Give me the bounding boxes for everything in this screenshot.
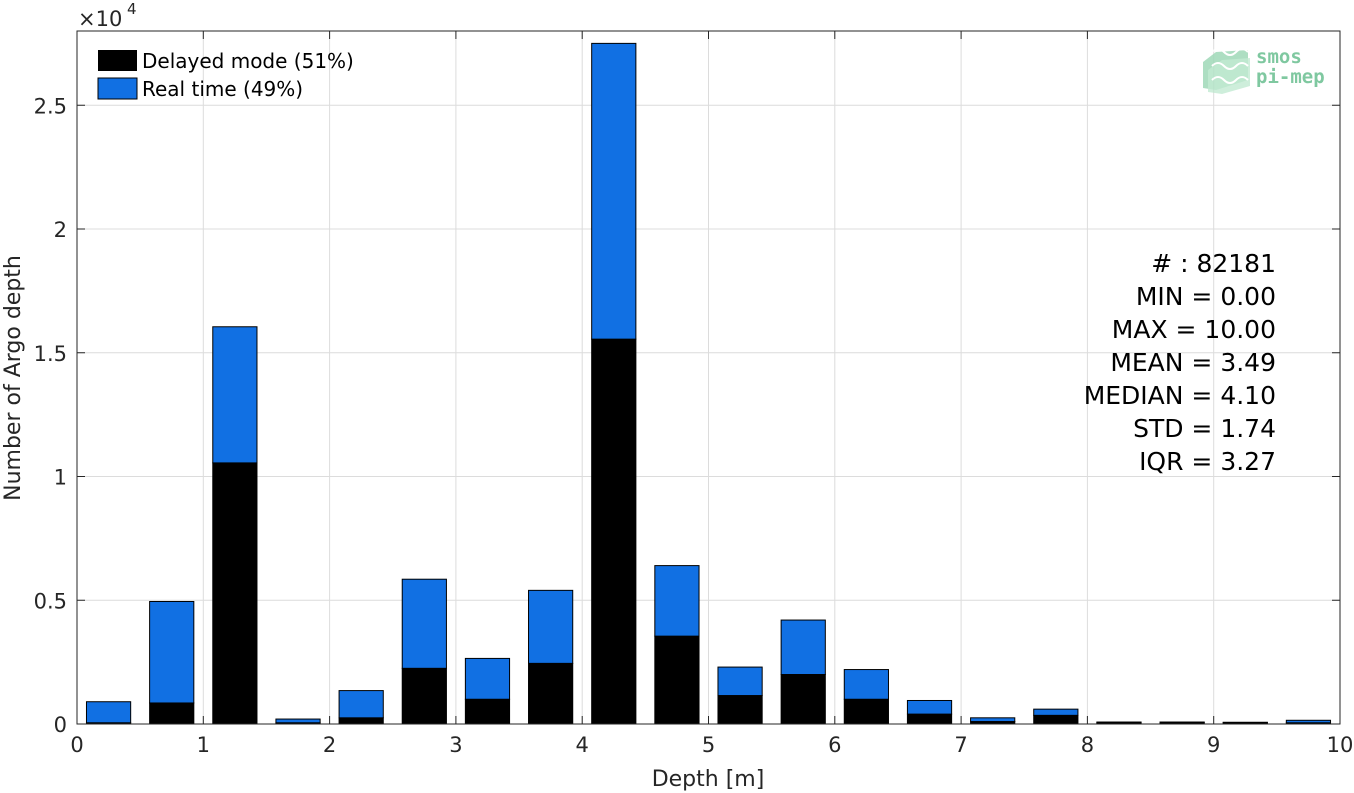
stat-min: MIN = 0.00 <box>1136 282 1276 311</box>
bar-real-time <box>1159 721 1205 724</box>
bar-real-time <box>528 589 574 664</box>
logo-wave-icon <box>1203 48 1250 94</box>
legend-label-realtime: Real time (49%) <box>142 77 303 101</box>
bar-delayed-mode <box>1033 714 1079 725</box>
x-tick-label: 1 <box>197 733 210 757</box>
legend: Delayed mode (51%) Real time (49%) <box>97 49 354 101</box>
y-tick-label: 2 <box>54 218 67 242</box>
x-tick-label: 6 <box>828 733 841 757</box>
bar-real-time <box>85 701 132 724</box>
x-tick-label: 3 <box>449 733 462 757</box>
bar-real-time <box>275 718 321 724</box>
bar-delayed-mode <box>338 717 384 725</box>
bar-real-time <box>591 42 637 340</box>
bar-real-time <box>401 578 447 669</box>
stat-mean: MEAN = 3.49 <box>1110 348 1276 377</box>
x-tick-label: 4 <box>576 733 589 757</box>
stat-iqr: IQR = 3.27 <box>1139 447 1276 476</box>
bar-delayed-mode <box>591 338 637 725</box>
stat-max: MAX = 10.00 <box>1112 315 1276 344</box>
y-axis-label: Number of Argo depth <box>1 255 26 501</box>
stat-std: STD = 1.74 <box>1133 414 1276 443</box>
bar-delayed-mode <box>654 635 700 725</box>
bar-delayed-mode <box>212 462 258 725</box>
x-axis-label: Depth [m] <box>652 767 765 792</box>
y-tick-label: 1 <box>54 466 67 490</box>
bar-real-time <box>717 666 763 697</box>
bar-real-time <box>1033 708 1079 716</box>
bar-delayed-mode <box>906 713 953 725</box>
y-tick-label: 0 <box>54 713 67 737</box>
legend-swatch-realtime <box>97 77 138 100</box>
bar-delayed-mode <box>528 662 574 725</box>
bar-real-time <box>1285 719 1332 724</box>
y-ticks: 0 0.5 1 1.5 2 2.5 <box>34 94 1340 737</box>
legend-label-delayed: Delayed mode (51%) <box>142 49 354 73</box>
y-tick-label: 1.5 <box>34 342 67 366</box>
bar-delayed-mode <box>401 667 447 725</box>
bar-real-time <box>654 565 700 637</box>
stats-box: # : 82181 MIN = 0.00 MAX = 10.00 MEAN = … <box>1084 249 1276 476</box>
bar-real-time <box>843 669 889 700</box>
bar-delayed-mode <box>464 698 511 725</box>
bar-delayed-mode <box>149 702 195 725</box>
legend-swatch-delayed <box>98 50 137 71</box>
bar-delayed-mode <box>717 695 763 725</box>
x-tick-label: 0 <box>70 733 83 757</box>
bar-real-time <box>464 657 511 700</box>
bar-real-time <box>212 326 258 464</box>
bar-real-time <box>970 717 1016 723</box>
bar-real-time <box>906 699 953 715</box>
logo-line2: pi-mep <box>1256 66 1325 88</box>
x-ticks: 0 1 2 3 4 5 6 7 8 9 10 <box>70 31 1353 757</box>
x-tick-label: 2 <box>323 733 336 757</box>
bar-real-time <box>149 600 195 704</box>
bar-delayed-mode <box>780 674 826 725</box>
bar-real-time <box>780 619 826 675</box>
smos-pi-mep-logo: smos pi-mep <box>1203 46 1325 94</box>
x-tick-label: 7 <box>954 733 967 757</box>
logo-line1: smos <box>1256 46 1302 68</box>
y-exponent-base: ×10 <box>78 7 122 31</box>
stat-count: # : 82181 <box>1151 249 1276 278</box>
bar-real-time <box>338 690 384 719</box>
stat-median: MEDIAN = 4.10 <box>1084 381 1276 410</box>
x-tick-label: 8 <box>1081 733 1094 757</box>
x-tick-label: 9 <box>1207 733 1220 757</box>
bar-delayed-mode <box>843 698 889 725</box>
y-tick-label: 2.5 <box>34 94 67 118</box>
y-tick-label: 0.5 <box>34 589 67 613</box>
x-tick-label: 10 <box>1327 733 1354 757</box>
y-exponent-power: 4 <box>127 0 137 18</box>
x-tick-label: 5 <box>702 733 715 757</box>
bar-real-time <box>1096 721 1142 724</box>
